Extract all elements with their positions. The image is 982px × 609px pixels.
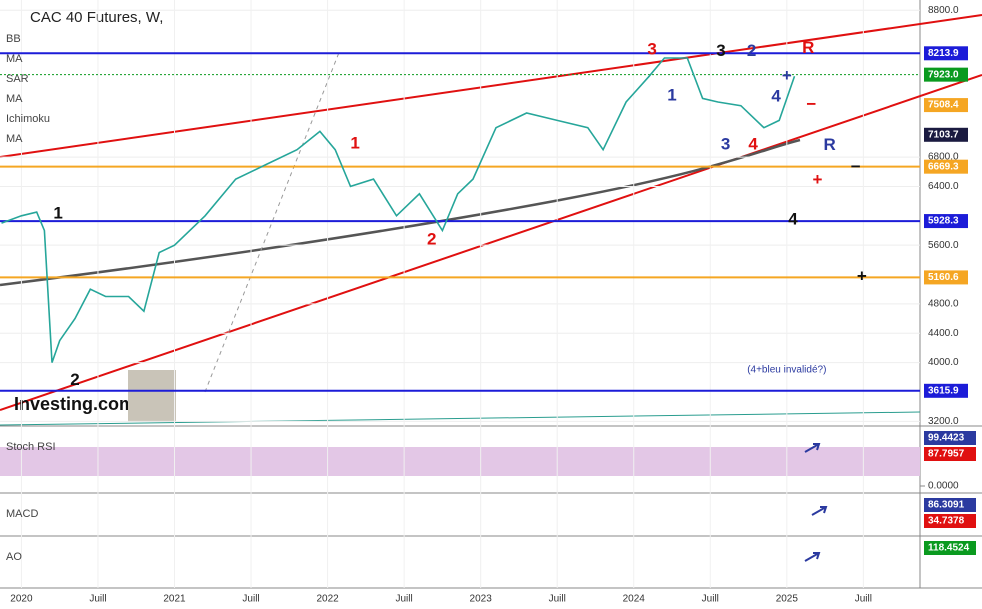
panel-name: AO	[6, 551, 22, 563]
level-box	[924, 127, 968, 142]
x-tick-label: 2021	[163, 594, 186, 605]
stoch-band	[0, 447, 920, 476]
annotation: R	[824, 135, 836, 154]
chart-title: CAC 40 Futures, W,	[30, 9, 163, 26]
panel-value-box	[924, 514, 976, 528]
panel-value-box	[924, 447, 976, 461]
panel-value: 86.3091	[928, 500, 965, 511]
level-label: 7103.7	[928, 129, 959, 140]
panel-value: 118.4524	[928, 543, 970, 554]
annotation: −	[806, 95, 816, 114]
y-tick-label: 5600.0	[928, 240, 959, 251]
level-label: 7508.4	[928, 100, 959, 111]
x-tick-label: 2020	[10, 594, 33, 605]
level-box	[924, 214, 968, 229]
panel-name: Stoch RSI	[6, 441, 56, 453]
annotation: (4+bleu invalidé?)	[747, 364, 826, 375]
trend-line	[0, 411, 921, 426]
y-tick-label: 6800.0	[928, 152, 959, 163]
annotation: R	[802, 38, 814, 57]
annotation: 1	[350, 133, 359, 152]
watermark: Investing.com	[14, 394, 135, 414]
level-box	[924, 67, 968, 82]
y-tick-label: 6400.0	[928, 181, 959, 192]
annotation: 4	[788, 209, 798, 228]
annotation: 2	[70, 370, 79, 389]
annotation: 1	[53, 203, 62, 222]
arrow	[804, 443, 821, 453]
price-line	[1, 57, 796, 363]
panel-value-box	[924, 498, 976, 512]
y-tick-label: 4400.0	[928, 328, 959, 339]
arrow	[804, 552, 821, 562]
x-tick-label: 2024	[623, 594, 646, 605]
level-label: 7923.0	[928, 69, 959, 80]
level-box	[924, 159, 968, 174]
level-label: 3615.9	[928, 385, 959, 396]
level-label: 6669.3	[928, 161, 959, 172]
indicator-label: MA	[6, 93, 23, 105]
panel-value: 87.7957	[928, 449, 965, 460]
annotation: +	[782, 66, 792, 85]
annotation: 4	[748, 135, 758, 154]
level-label: 8213.9	[928, 48, 959, 59]
arrow	[811, 506, 828, 516]
x-tick-label: Juill	[89, 594, 106, 605]
x-tick-label: Juill	[396, 594, 413, 605]
annotation: 3	[721, 135, 730, 154]
logo-image	[128, 370, 176, 422]
trend-line	[0, 74, 982, 411]
annotation: 3	[647, 40, 656, 59]
indicator-label: MA	[6, 53, 23, 65]
annotation: 2	[747, 41, 756, 60]
indicator-label: MA	[6, 133, 23, 145]
trend-line	[0, 14, 982, 158]
level-box	[924, 98, 968, 113]
indicator-label: Ichimoku	[6, 113, 50, 125]
panel-value: 99.4423	[928, 433, 965, 444]
annotation: 3	[716, 41, 725, 60]
x-tick-label: 2022	[316, 594, 339, 605]
x-tick-label: Juill	[242, 594, 259, 605]
y-tick-label: 3200.0	[928, 416, 959, 427]
y-tick-label: 4000.0	[928, 357, 959, 368]
panel-value-box	[924, 541, 976, 555]
indicator-label: SAR	[6, 73, 29, 85]
x-tick-label: 2025	[776, 594, 799, 605]
annotation: +	[857, 266, 867, 285]
panel-name: MACD	[6, 508, 38, 520]
x-tick-label: 2023	[470, 594, 493, 605]
indicator-label: BB	[6, 33, 21, 45]
annotation: 2	[427, 229, 436, 248]
annotation: 4	[771, 86, 781, 105]
x-tick-label: Juill	[855, 594, 872, 605]
level-box	[924, 46, 968, 61]
x-tick-label: Juill	[702, 594, 719, 605]
y-tick-label: 8800.0	[928, 5, 959, 16]
level-box	[924, 383, 968, 398]
level-box	[924, 270, 968, 285]
level-label: 5160.6	[928, 272, 959, 283]
panel-value: 34.7378	[928, 516, 965, 527]
level-label: 5928.3	[928, 216, 959, 227]
annotation: 1	[667, 86, 676, 105]
x-tick-label: Juill	[549, 594, 566, 605]
y-tick-label: 4800.0	[928, 299, 959, 310]
panel-tick-label: 0.0000	[928, 481, 959, 492]
dashed-line	[204, 49, 341, 393]
annotation: +	[812, 170, 822, 189]
annotation: −	[851, 157, 861, 176]
panel-value-box	[924, 431, 976, 445]
